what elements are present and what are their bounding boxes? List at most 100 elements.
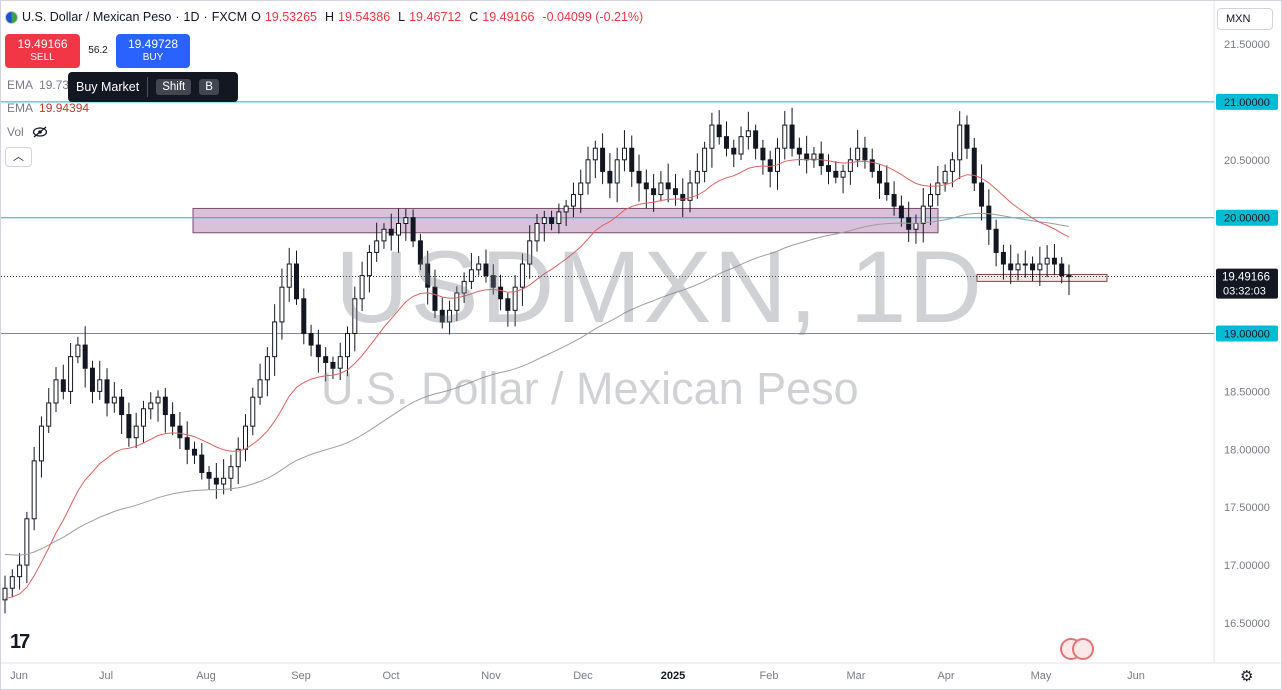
candle-body[interactable] [753, 130, 759, 149]
candle-body[interactable] [928, 194, 934, 207]
zone-support[interactable] [976, 273, 1108, 282]
candle-body[interactable] [323, 356, 329, 363]
candle-body[interactable] [1030, 263, 1036, 271]
candle-body[interactable] [570, 194, 576, 207]
candle-body[interactable] [658, 182, 664, 196]
candle-body[interactable] [789, 124, 795, 149]
candle-body[interactable] [286, 263, 292, 288]
candle-body[interactable] [702, 147, 708, 172]
candle-body[interactable] [133, 425, 139, 439]
candle-body[interactable] [942, 170, 948, 184]
candle-body[interactable] [1000, 251, 1006, 265]
candle-body[interactable] [1022, 263, 1028, 266]
candle-body[interactable] [847, 159, 853, 172]
candle-body[interactable] [345, 333, 351, 358]
candle-body[interactable] [592, 147, 598, 161]
candle-body[interactable] [330, 361, 336, 369]
candle-body[interactable] [512, 286, 518, 311]
candle-body[interactable] [38, 425, 44, 462]
candle-body[interactable] [483, 263, 489, 277]
candle-body[interactable] [162, 396, 168, 416]
candle-body[interactable] [804, 153, 810, 161]
currency-flags[interactable] [1060, 638, 1094, 660]
candle-body[interactable] [97, 379, 103, 392]
candle-body[interactable] [60, 379, 66, 392]
candle-body[interactable] [782, 124, 788, 149]
candle-body[interactable] [24, 518, 30, 566]
collapse-legend-button[interactable]: ︿ [5, 147, 32, 167]
candle-body[interactable] [600, 147, 606, 172]
candle-body[interactable] [651, 188, 657, 196]
candle-body[interactable] [374, 240, 380, 253]
candle-body[interactable] [643, 182, 649, 190]
candle-body[interactable] [68, 356, 74, 392]
candle-body[interactable] [177, 425, 183, 439]
candle-body[interactable] [1044, 257, 1050, 265]
candle-body[interactable] [1037, 263, 1043, 271]
candle-body[interactable] [556, 211, 562, 224]
candle-body[interactable] [82, 344, 88, 369]
candle-body[interactable] [388, 228, 394, 236]
candle-body[interactable] [898, 205, 904, 219]
candle-body[interactable] [636, 170, 642, 184]
pair-name[interactable]: U.S. Dollar / Mexican Peso [22, 10, 172, 24]
candle-body[interactable] [359, 275, 365, 300]
buy-button[interactable]: 19.49728 BUY [116, 34, 190, 68]
candle-body[interactable] [191, 448, 197, 456]
candle-body[interactable] [308, 333, 314, 346]
candle-body[interactable] [257, 379, 263, 398]
candle-body[interactable] [461, 280, 467, 294]
candle-body[interactable] [614, 159, 620, 184]
candle-body[interactable] [723, 136, 729, 149]
candle-body[interactable] [993, 228, 999, 253]
tradingview-logo[interactable]: 17 [10, 631, 30, 653]
eye-hidden-icon[interactable] [32, 126, 48, 138]
candle-body[interactable] [140, 408, 146, 427]
candle-body[interactable] [949, 159, 955, 172]
zone-resistance[interactable] [192, 207, 939, 234]
candle-body[interactable] [89, 367, 95, 392]
currency-selector[interactable]: MXN [1217, 8, 1273, 30]
candle-body[interactable] [840, 170, 846, 178]
candle-body[interactable] [155, 396, 161, 404]
candle-body[interactable] [891, 194, 897, 207]
candle-body[interactable] [396, 222, 402, 236]
timeframe[interactable]: 1D [183, 10, 200, 24]
candle-body[interactable] [826, 165, 832, 172]
candle-body[interactable] [505, 298, 511, 311]
candle-body[interactable] [716, 124, 722, 138]
candle-body[interactable] [352, 298, 358, 335]
candle-body[interactable] [447, 309, 453, 323]
candle-body[interactable] [337, 356, 343, 369]
candle-body[interactable] [498, 286, 504, 300]
candle-body[interactable] [957, 124, 963, 161]
candle-body[interactable] [476, 263, 482, 271]
candle-body[interactable] [665, 182, 671, 190]
candle-body[interactable] [964, 124, 970, 149]
candle-body[interactable] [17, 564, 23, 578]
candle-body[interactable] [119, 396, 125, 416]
candle-body[interactable] [578, 182, 584, 196]
candle-body[interactable] [1008, 263, 1014, 271]
candle-body[interactable] [687, 182, 693, 201]
candle-body[interactable] [694, 170, 700, 184]
ema-slow-line[interactable] [4, 212, 1070, 556]
candle-body[interactable] [381, 228, 387, 242]
candle-body[interactable] [760, 147, 766, 161]
candle-body[interactable] [315, 344, 321, 358]
candle-body[interactable] [250, 396, 256, 427]
volume-legend[interactable]: Vol [7, 125, 48, 139]
candle-body[interactable] [774, 147, 780, 172]
candle-body[interactable] [862, 147, 868, 161]
sell-button[interactable]: 19.49166 SELL [5, 34, 80, 68]
candle-body[interactable] [75, 344, 81, 358]
candle-body[interactable] [439, 309, 445, 323]
candle-body[interactable] [1015, 263, 1021, 271]
candle-body[interactable] [607, 170, 613, 184]
candle-body[interactable] [53, 379, 59, 404]
candle-body[interactable] [869, 159, 875, 172]
candle-body[interactable] [148, 402, 154, 410]
candle-body[interactable] [811, 153, 817, 161]
